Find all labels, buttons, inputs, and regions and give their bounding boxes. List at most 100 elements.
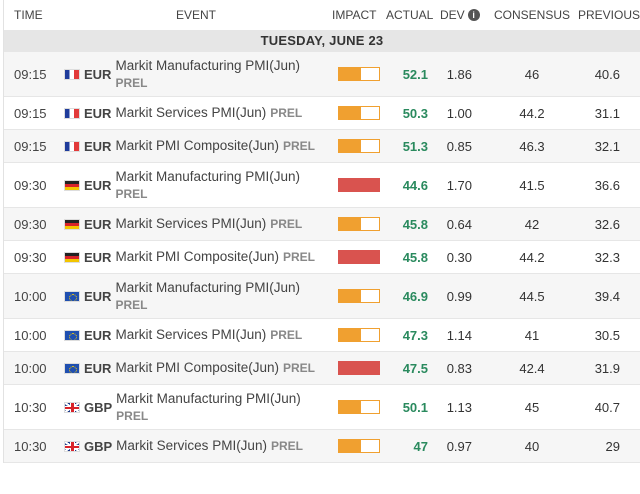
event-time: 09:15 (14, 138, 47, 154)
previous-value: 32.6 (594, 216, 620, 232)
event-cell[interactable]: EUR Markit PMI Composite(Jun) PREL (64, 249, 328, 265)
event-title: Markit Services PMI(Jun) (115, 327, 267, 342)
germany-flag-icon (64, 179, 80, 191)
impact-cell (328, 178, 382, 192)
event-cell[interactable]: EUR Markit PMI Composite(Jun) PREL (64, 138, 328, 154)
currency-code: EUR (84, 216, 112, 232)
event-title: Markit Manufacturing PMI(Jun) (115, 168, 301, 184)
event-cell[interactable]: EUR Markit Manufacturing PMI(Jun) PREL (64, 280, 328, 313)
france-flag-icon (64, 107, 80, 119)
impact-fill (339, 107, 361, 119)
impact-fill (339, 68, 361, 80)
table-row[interactable]: 10:30 GBP Markit Manufacturing PMI(Jun) PRE… (4, 385, 640, 430)
consensus-value: 46.3 (519, 138, 545, 154)
event-name[interactable]: Markit PMI Composite(Jun) PREL (115, 360, 315, 376)
event-name[interactable]: Markit Manufacturing PMI(Jun) PREL (115, 169, 300, 202)
event-name[interactable]: Markit Services PMI(Jun) PREL (116, 438, 303, 454)
impact-bar (338, 106, 380, 120)
event-name[interactable]: Markit Manufacturing PMI(Jun) PREL (116, 391, 301, 424)
event-name[interactable]: Markit PMI Composite(Jun) PREL (115, 249, 315, 265)
actual-value: 46.9 (402, 288, 428, 304)
impact-fill (339, 251, 379, 263)
event-time: 10:00 (14, 288, 47, 304)
header-dev[interactable]: DEV i (436, 8, 486, 22)
currency-code: GBP (84, 438, 113, 454)
germany-flag-icon (64, 218, 80, 230)
event-name[interactable]: Markit Manufacturing PMI(Jun) PREL (115, 58, 300, 91)
event-tag: PREL (270, 439, 303, 453)
consensus-value: 41 (524, 327, 540, 343)
event-title: Markit Manufacturing PMI(Jun) (116, 390, 301, 406)
impact-bar (338, 361, 380, 375)
event-cell[interactable]: EUR Markit Services PMI(Jun) PREL (64, 216, 328, 232)
currency-code: EUR (84, 249, 112, 265)
impact-bar (338, 289, 380, 303)
table-row[interactable]: 09:15 EUR Markit PMI Composite(Jun) PREL 51.… (4, 130, 640, 163)
event-time: 09:30 (14, 216, 47, 232)
event-name[interactable]: Markit Services PMI(Jun) PREL (115, 216, 302, 232)
impact-cell (328, 400, 382, 414)
event-tag: PREL (115, 297, 148, 312)
event-time: 10:30 (14, 438, 47, 454)
event-tag: PREL (115, 75, 148, 90)
event-cell[interactable]: GBP Markit Manufacturing PMI(Jun) PREL (64, 391, 328, 424)
previous-value: 31.1 (594, 105, 620, 121)
info-icon[interactable]: i (467, 9, 480, 21)
event-cell[interactable]: EUR Markit Manufacturing PMI(Jun) PREL (64, 169, 328, 202)
actual-value: 44.6 (402, 177, 428, 193)
impact-bar (338, 67, 380, 81)
event-cell[interactable]: EUR Markit Services PMI(Jun) PREL (64, 105, 328, 121)
table-row[interactable]: 10:30 GBP Markit Services PMI(Jun) PREL 47 0.… (4, 430, 640, 463)
actual-value: 47.3 (402, 327, 428, 343)
dev-value: 1.86 (446, 66, 472, 82)
table-row[interactable]: 09:15 EUR Markit Manufacturing PMI(Jun) PRE… (4, 52, 640, 97)
table-row[interactable]: 09:15 EUR Markit Services PMI(Jun) PREL 50.3… (4, 97, 640, 130)
actual-value: 51.3 (402, 138, 428, 154)
eu-flag-icon (64, 362, 80, 374)
event-time: 09:15 (14, 66, 47, 82)
consensus-value: 42.4 (519, 360, 545, 376)
table-row[interactable]: 10:00 EUR Markit Manufacturing PMI(Jun) PRE… (4, 274, 640, 319)
header-consensus[interactable]: CONSENSUS (493, 8, 570, 22)
table-row[interactable]: 09:30 EUR Markit Manufacturing PMI(Jun) PRE… (4, 163, 640, 208)
consensus-value: 42 (524, 216, 540, 232)
previous-value: 29 (605, 438, 620, 454)
impact-bar (338, 178, 380, 192)
event-cell[interactable]: EUR Markit Services PMI(Jun) PREL (64, 327, 328, 343)
event-tag: PREL (270, 328, 303, 342)
header-impact[interactable]: IMPACT (332, 8, 377, 22)
uk-flag-icon (64, 401, 80, 413)
currency-code: EUR (84, 66, 112, 82)
event-cell[interactable]: GBP Markit Services PMI(Jun) PREL (64, 438, 328, 454)
dev-value: 0.97 (446, 438, 472, 454)
header-time[interactable]: TIME (14, 8, 43, 22)
impact-fill (339, 179, 379, 191)
table-row[interactable]: 09:30 EUR Markit PMI Composite(Jun) PREL 45.… (4, 241, 640, 274)
event-title: Markit Manufacturing PMI(Jun) (115, 57, 301, 73)
impact-fill (339, 362, 379, 374)
header-actual[interactable]: ACTUAL (386, 8, 434, 22)
event-cell[interactable]: EUR Markit Manufacturing PMI(Jun) PREL (64, 58, 328, 91)
event-name[interactable]: Markit Services PMI(Jun) PREL (115, 105, 302, 121)
event-name[interactable]: Markit PMI Composite(Jun) PREL (115, 138, 315, 154)
header-event[interactable]: EVENT (175, 8, 216, 22)
consensus-value: 44.5 (519, 288, 545, 304)
event-title: Markit Services PMI(Jun) (115, 216, 267, 231)
impact-fill (339, 440, 361, 452)
header-previous[interactable]: PREVIOUS (578, 8, 640, 22)
event-cell[interactable]: EUR Markit PMI Composite(Jun) PREL (64, 360, 328, 376)
impact-fill (339, 401, 361, 413)
actual-value: 47 (413, 438, 428, 454)
table-row[interactable]: 10:00 EUR Markit Services PMI(Jun) PREL 47.3… (4, 319, 640, 352)
table-row[interactable]: 09:30 EUR Markit Services PMI(Jun) PREL 45.8… (4, 208, 640, 241)
actual-value: 47.5 (402, 360, 428, 376)
previous-value: 32.3 (594, 249, 620, 265)
impact-fill (339, 140, 361, 152)
currency-code: EUR (84, 138, 112, 154)
event-rows: 09:15 EUR Markit Manufacturing PMI(Jun) PRE… (4, 52, 640, 463)
event-time: 10:00 (14, 327, 47, 343)
date-separator: TUESDAY, JUNE 23 (4, 30, 640, 52)
event-name[interactable]: Markit Manufacturing PMI(Jun) PREL (115, 280, 300, 313)
table-row[interactable]: 10:00 EUR Markit PMI Composite(Jun) PREL 47.… (4, 352, 640, 385)
event-name[interactable]: Markit Services PMI(Jun) PREL (115, 327, 302, 343)
